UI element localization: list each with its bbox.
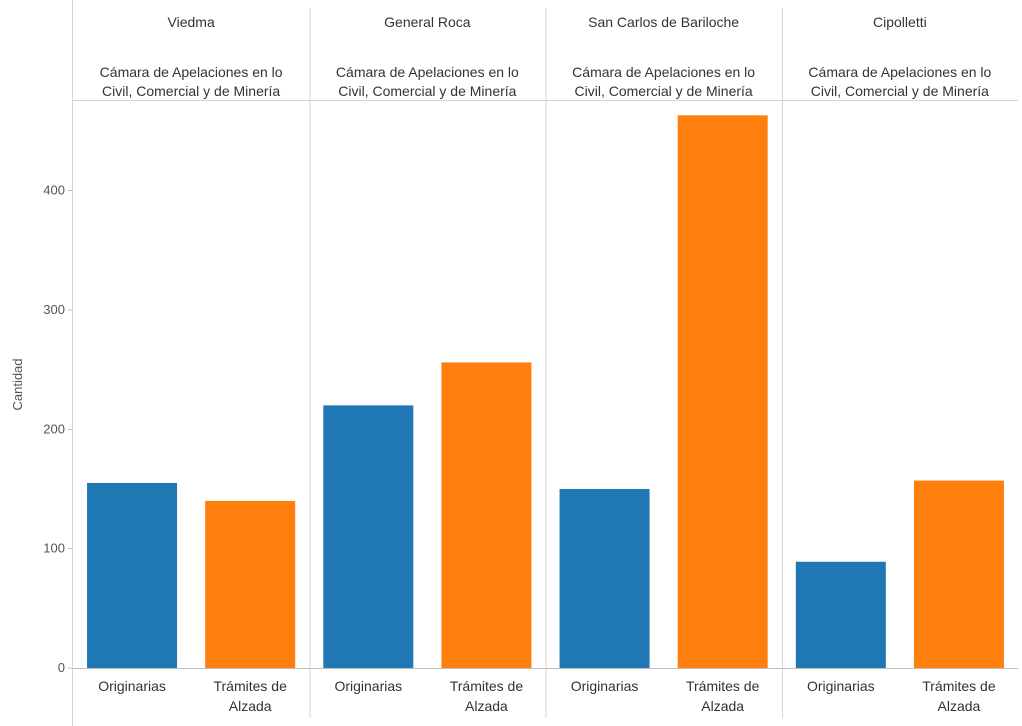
- bar: [323, 405, 414, 668]
- x-tick-label: Alzada: [701, 698, 744, 714]
- panel-subheader-line: Civil, Comercial y de Minería: [338, 83, 516, 99]
- panel-header: Cipolletti: [873, 14, 927, 30]
- x-tick-label: Alzada: [938, 698, 981, 714]
- bar: [677, 115, 768, 668]
- x-tick-label: Trámites de: [686, 678, 760, 694]
- bar: [795, 561, 886, 668]
- x-tick-label: Alzada: [229, 698, 272, 714]
- x-tick-label: Trámites de: [450, 678, 524, 694]
- y-tick-label: 100: [43, 541, 65, 556]
- panel-header: San Carlos de Bariloche: [588, 14, 739, 30]
- panel-subheader-line: Civil, Comercial y de Minería: [811, 83, 989, 99]
- bar: [205, 500, 296, 668]
- x-tick-label: Trámites de: [213, 678, 287, 694]
- x-tick-label: Originarias: [807, 678, 875, 694]
- y-tick-label: 400: [43, 183, 65, 198]
- panel-subheader-line: Cámara de Apelaciones en lo: [808, 64, 991, 80]
- y-tick-label: 300: [43, 302, 65, 317]
- x-tick-label: Originarias: [334, 678, 402, 694]
- panel-subheader-line: Civil, Comercial y de Minería: [102, 83, 280, 99]
- panel-subheader-line: Cámara de Apelaciones en lo: [336, 64, 519, 80]
- panel-header: General Roca: [384, 14, 471, 30]
- y-tick-label: 0: [58, 660, 65, 675]
- bar: [441, 362, 532, 668]
- panel-subheader-line: Civil, Comercial y de Minería: [575, 83, 753, 99]
- panel-header: Viedma: [168, 14, 215, 30]
- bar: [87, 482, 178, 668]
- bar: [913, 480, 1004, 668]
- bar: [559, 488, 650, 668]
- y-axis-title: Cantidad: [10, 358, 25, 410]
- y-tick-label: 200: [43, 421, 65, 436]
- x-tick-label: Trámites de: [922, 678, 996, 694]
- x-tick-label: Alzada: [465, 698, 508, 714]
- x-tick-label: Originarias: [571, 678, 639, 694]
- panel-subheader-line: Cámara de Apelaciones en lo: [572, 64, 755, 80]
- x-tick-label: Originarias: [98, 678, 166, 694]
- panel-subheader-line: Cámara de Apelaciones en lo: [100, 64, 283, 80]
